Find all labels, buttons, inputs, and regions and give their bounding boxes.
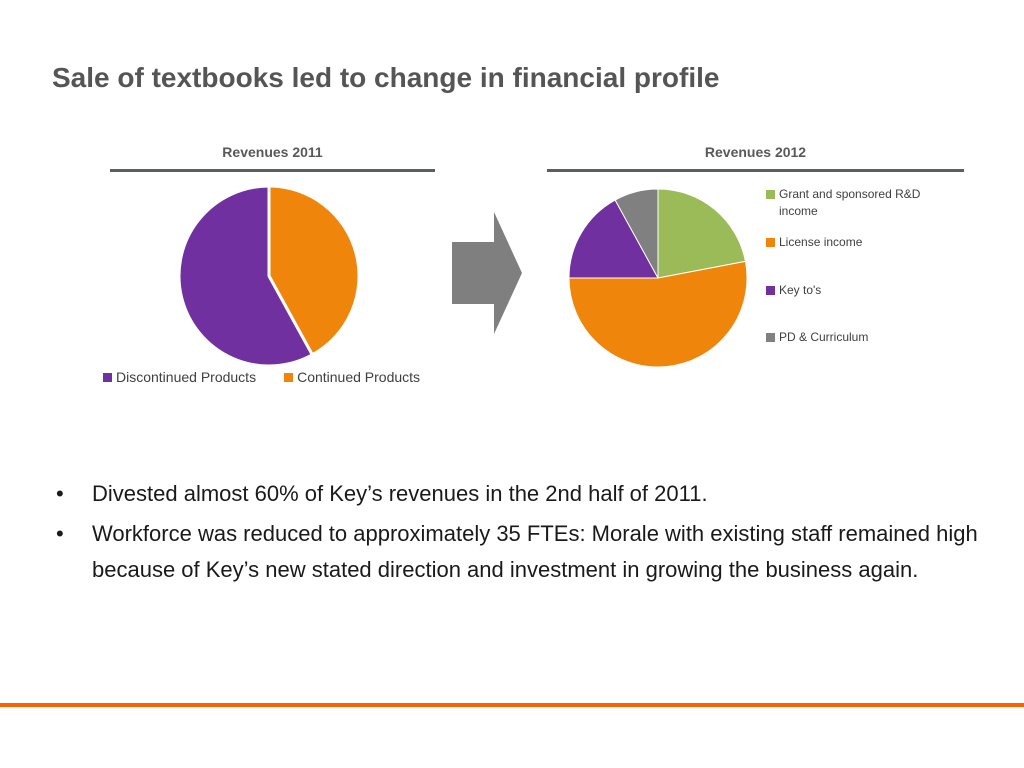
legend-label: Key to's [779,283,822,297]
bullet-marker: • [56,481,64,506]
legend-entry-license-income: License income [766,234,931,251]
slide-title: Sale of textbooks led to change in finan… [52,62,720,93]
legend-swatch [766,238,775,247]
pie-slice-license-income [568,260,748,368]
chart-title-rule-2012 [547,169,964,172]
bullet-list: • Divested almost 60% of Key’s revenues … [56,476,981,592]
legend-entry-key-to-s: Key to's [766,282,931,299]
bullet-text: Divested almost 60% of Key’s revenues in… [92,481,708,506]
legend-label: Continued Products [297,369,421,385]
legend-swatch [103,372,112,382]
pie-slice-discontinued-products [177,184,314,368]
bullet-item: • Workforce was reduced to approximately… [56,516,981,588]
legend-entry-discontinued-products: Discontinued Products [103,369,256,385]
legend-entry-continued-products: Continued Products [284,369,420,385]
legend-swatch [766,286,775,295]
legend-2011: Discontinued Products Continued Products [103,369,420,385]
chart-title-2011: Revenues 2011 [222,144,323,160]
pie-slice-continued-products [267,184,361,357]
legend-swatch [284,372,294,382]
bullet-text: Workforce was reduced to approximately 3… [92,521,978,582]
bullet-item: • Divested almost 60% of Key’s revenues … [56,476,981,512]
right-arrow-icon [452,212,522,334]
legend-entry-pd-curriculum: PD & Curriculum [766,329,931,346]
chart-title-2012: Revenues 2012 [704,144,807,160]
pie-slice-pd-curriculum [614,188,659,279]
legend-label: Grant and sponsored R&D income [779,187,921,218]
legend-label: License income [779,235,863,249]
pie-slice-key-to-s [568,199,659,279]
legend-label: Discontinued Products [116,369,257,385]
pie-slice-grant-and-sponsored-r-d-income [657,188,746,279]
pie-chart-2012 [568,188,748,368]
pie-chart-2011 [177,184,361,368]
legend-swatch [766,190,775,199]
legend-entry-grant-and-sponsored-r-d-income: Grant and sponsored R&D income [766,186,931,220]
legend-swatch [766,333,775,342]
footer-accent-rule [0,703,1024,707]
bullet-marker: • [56,521,64,546]
legend-label: PD & Curriculum [779,330,869,344]
chart-title-rule-2011 [110,169,435,172]
